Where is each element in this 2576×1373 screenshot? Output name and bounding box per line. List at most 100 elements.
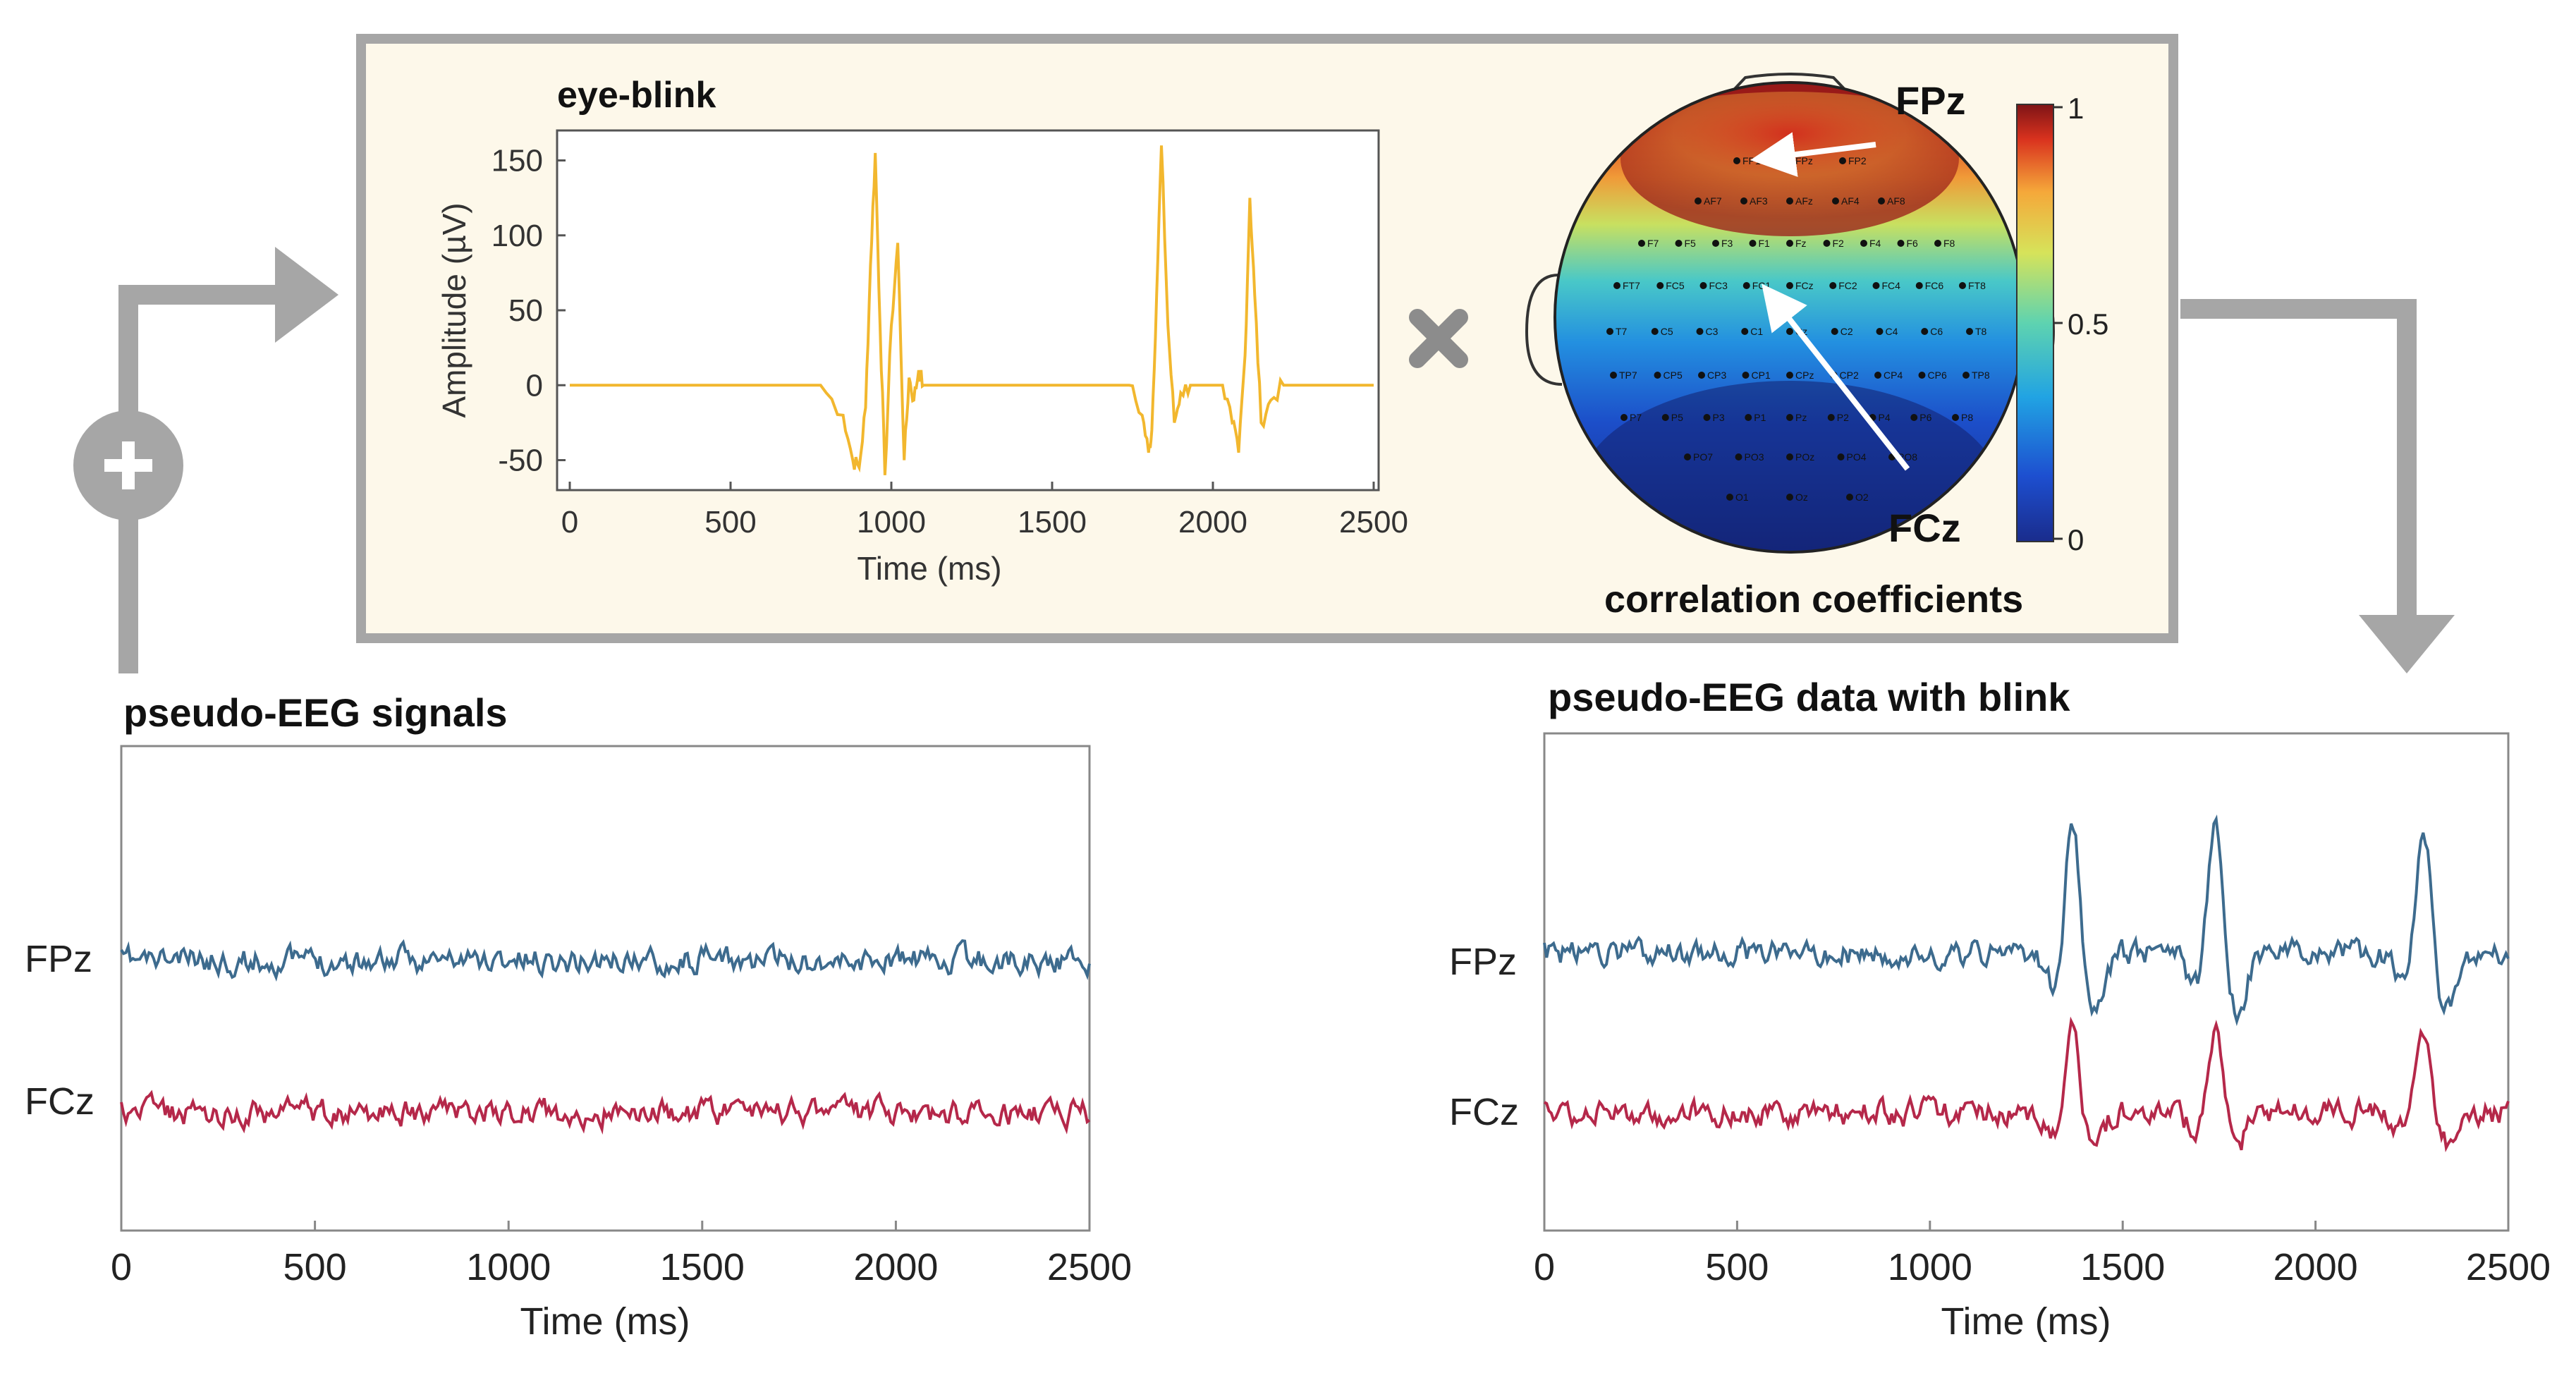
electrode-dot	[1786, 240, 1793, 247]
electrode-dot	[1661, 414, 1669, 421]
electrode-dot	[1962, 372, 1970, 379]
electrode-dot	[1741, 328, 1749, 335]
electrode-label: AFz	[1795, 195, 1813, 207]
electrode-dot	[1878, 197, 1885, 205]
electrode-dot	[1606, 328, 1613, 335]
electrode-label: POz	[1795, 451, 1814, 463]
electrode-dot	[1703, 414, 1711, 421]
electrode-dot	[1921, 328, 1929, 335]
electrode-dot	[1651, 328, 1659, 335]
electrode-dot	[1749, 240, 1757, 247]
electrode-label: FC3	[1709, 280, 1728, 291]
electrode-label: F4	[1869, 238, 1881, 249]
electrode-dot	[1699, 282, 1707, 289]
electrode-label: F2	[1833, 238, 1845, 249]
plus-icon	[73, 410, 183, 520]
electrode-dot	[1786, 494, 1793, 501]
electrode-label: PO3	[1745, 451, 1764, 463]
electrode-label: FC4	[1882, 280, 1901, 291]
eye-blink-title: eye-blink	[557, 75, 716, 116]
electrode-label: F1	[1759, 238, 1771, 249]
electrode-label: F8	[1943, 238, 1955, 249]
electrode-dot	[1786, 453, 1793, 460]
xtick-label: 1500	[660, 1246, 745, 1288]
eye-blink-ytick-label: 0	[526, 368, 543, 403]
xtick-label: 2000	[853, 1246, 938, 1288]
electrode-label: FP1	[1742, 155, 1761, 166]
xtick-label: 1000	[466, 1246, 551, 1288]
electrode-label: CP3	[1707, 370, 1726, 381]
electrode-dot	[1966, 328, 1973, 335]
electrode-dot	[1831, 328, 1838, 335]
electrode-label: CP6	[1928, 370, 1947, 381]
electrode-dot	[1733, 157, 1740, 164]
eye-blink-ytick-label: 150	[492, 144, 543, 178]
electrode-label: CPz	[1795, 370, 1814, 381]
eye-blink-xtick-label: 1500	[1018, 505, 1087, 539]
eye-blink-chart: eye-blink Amplitude (µV) Time (ms) 150 10…	[436, 75, 1408, 587]
electrode-label: PO4	[1847, 451, 1867, 463]
colorbar-tick-low: 0	[2068, 523, 2084, 556]
eye-blink-ytick-label: -50	[498, 444, 543, 478]
topomap-label-fpz: FPz	[1896, 78, 1966, 123]
electrode-label: CP4	[1884, 370, 1903, 381]
electrode-dot	[1786, 197, 1793, 205]
left-channel-fpz: FPz	[25, 938, 92, 980]
left-panel-title: pseudo-EEG signals	[123, 690, 508, 735]
electrode-dot	[1910, 414, 1918, 421]
electrode-dot	[1872, 282, 1880, 289]
electrode-dot	[1829, 282, 1837, 289]
left-fcz-trace	[120, 1090, 1091, 1135]
xtick-label: 500	[283, 1246, 347, 1288]
left-axes	[120, 745, 1091, 1232]
xtick-label: 2500	[2466, 1246, 2551, 1288]
electrode-dot	[1712, 240, 1719, 247]
xtick-label: 2500	[1047, 1246, 1132, 1288]
electrode-label: Fz	[1795, 238, 1807, 249]
eye-blink-xlabel: Time (ms)	[857, 550, 1001, 587]
electrode-label: P4	[1879, 412, 1891, 423]
output-connector	[2180, 299, 2455, 673]
eye-blink-ytick-label: 100	[492, 219, 543, 253]
electrode-label: PO7	[1693, 451, 1713, 463]
electrode-label: FT8	[1968, 280, 1986, 291]
electrode-dot	[1786, 414, 1793, 421]
electrode-dot	[1959, 282, 1966, 289]
xtick-label: 1500	[2080, 1246, 2165, 1288]
electrode-dot	[1726, 494, 1733, 501]
eye-blink-xtick-label: 1000	[857, 505, 926, 539]
input-connector	[118, 247, 338, 673]
eye-blink-ytick-label: 50	[508, 293, 543, 328]
right-axes	[1543, 732, 2510, 1232]
electrode-dot	[1918, 372, 1926, 379]
electrode-dot	[1610, 372, 1617, 379]
electrode-dot	[1827, 414, 1835, 421]
electrode-label: C3	[1706, 326, 1719, 337]
electrode-label: AF3	[1750, 195, 1768, 207]
left-ear	[1525, 274, 1563, 386]
electrode-dot	[1620, 414, 1628, 421]
topomap-label-fcz: FCz	[1888, 506, 1961, 550]
electrode-dot	[1675, 240, 1683, 247]
electrode-dot	[1915, 282, 1923, 289]
right-fcz-trace	[1544, 1016, 2510, 1152]
electrode-dot	[1698, 372, 1705, 379]
electrode-label: P8	[1961, 412, 1973, 423]
electrode-label: AF7	[1704, 195, 1722, 207]
electrode-label: P5	[1671, 412, 1683, 423]
electrode-label: C1	[1750, 326, 1763, 337]
electrode-label: P3	[1713, 412, 1725, 423]
electrode-label: P6	[1919, 412, 1931, 423]
electrode-label: CP5	[1664, 370, 1683, 381]
electrode-label: F3	[1721, 238, 1733, 249]
multiply-icon	[1409, 309, 1468, 368]
electrode-dot	[1860, 240, 1867, 247]
xtick-label: 1000	[1888, 1246, 1972, 1288]
electrode-dot	[1934, 240, 1941, 247]
electrode-label: C6	[1930, 326, 1943, 337]
arrow-right-icon	[275, 247, 338, 343]
xtick-label: 500	[1705, 1246, 1769, 1288]
electrode-label: TP7	[1619, 370, 1637, 381]
electrode-label: F5	[1685, 238, 1697, 249]
